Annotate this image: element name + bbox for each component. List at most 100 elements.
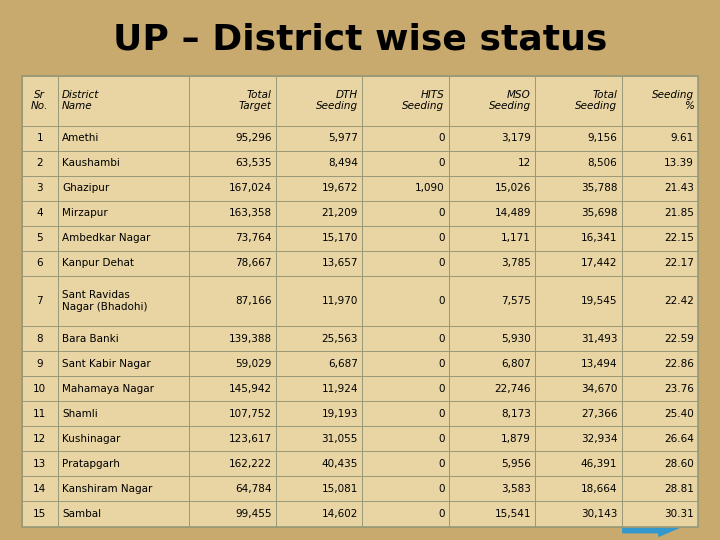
Text: Bara Banki: Bara Banki: [62, 334, 119, 343]
Text: 13,657: 13,657: [321, 259, 358, 268]
Text: 28.81: 28.81: [665, 484, 694, 494]
Text: 5,977: 5,977: [328, 133, 358, 143]
Text: 8: 8: [36, 334, 43, 343]
Text: 11,970: 11,970: [322, 296, 358, 306]
Text: 123,617: 123,617: [228, 434, 271, 444]
Text: 40,435: 40,435: [322, 459, 358, 469]
Text: Sambal: Sambal: [62, 509, 101, 519]
Text: 1: 1: [36, 133, 43, 143]
Text: 6,807: 6,807: [501, 359, 531, 369]
Text: 0: 0: [438, 509, 444, 519]
Text: 15,081: 15,081: [322, 484, 358, 494]
Text: 87,166: 87,166: [235, 296, 271, 306]
Text: Pratapgarh: Pratapgarh: [62, 459, 120, 469]
Text: 162,222: 162,222: [228, 459, 271, 469]
Text: 35,698: 35,698: [581, 208, 617, 218]
Text: 15,170: 15,170: [322, 233, 358, 244]
Text: 22.59: 22.59: [665, 334, 694, 343]
Text: 78,667: 78,667: [235, 259, 271, 268]
Text: 0: 0: [438, 384, 444, 394]
Text: 19,193: 19,193: [321, 409, 358, 419]
Text: 12: 12: [518, 158, 531, 168]
Text: Ghazipur: Ghazipur: [62, 183, 109, 193]
Text: 73,764: 73,764: [235, 233, 271, 244]
Text: 21,209: 21,209: [322, 208, 358, 218]
Text: 27,366: 27,366: [581, 409, 617, 419]
Text: 0: 0: [438, 459, 444, 469]
Text: 0: 0: [438, 359, 444, 369]
FancyArrow shape: [623, 518, 680, 536]
Text: 0: 0: [438, 133, 444, 143]
Text: Ambedkar Nagar: Ambedkar Nagar: [62, 233, 150, 244]
Text: 99,455: 99,455: [235, 509, 271, 519]
Text: 19,672: 19,672: [321, 183, 358, 193]
Text: Total
Target: Total Target: [238, 90, 271, 111]
Text: 26.64: 26.64: [665, 434, 694, 444]
Text: 95,296: 95,296: [235, 133, 271, 143]
Text: 163,358: 163,358: [228, 208, 271, 218]
Text: 7,575: 7,575: [501, 296, 531, 306]
Text: 8,506: 8,506: [588, 158, 617, 168]
Text: 6: 6: [36, 259, 43, 268]
Text: 1,171: 1,171: [501, 233, 531, 244]
Text: 8,494: 8,494: [328, 158, 358, 168]
Text: 167,024: 167,024: [228, 183, 271, 193]
Text: 3: 3: [36, 183, 43, 193]
Text: 46,391: 46,391: [581, 459, 617, 469]
Text: 3,785: 3,785: [501, 259, 531, 268]
Text: 25,563: 25,563: [321, 334, 358, 343]
Text: 0: 0: [438, 259, 444, 268]
Text: 15,026: 15,026: [495, 183, 531, 193]
Text: 3,583: 3,583: [501, 484, 531, 494]
Text: 9: 9: [36, 359, 43, 369]
Text: 21.85: 21.85: [665, 208, 694, 218]
Text: MSO
Seeding: MSO Seeding: [489, 90, 531, 111]
Text: 34,670: 34,670: [581, 384, 617, 394]
Text: HITS
Seeding: HITS Seeding: [402, 90, 444, 111]
Text: 59,029: 59,029: [235, 359, 271, 369]
Text: 22.15: 22.15: [665, 233, 694, 244]
Text: Shamli: Shamli: [62, 409, 98, 419]
Text: DTH
Seeding: DTH Seeding: [316, 90, 358, 111]
Text: 31,493: 31,493: [581, 334, 617, 343]
Text: Kanpur Dehat: Kanpur Dehat: [62, 259, 134, 268]
Text: 12: 12: [33, 434, 46, 444]
Text: 14: 14: [33, 484, 46, 494]
Text: Sr
No.: Sr No.: [31, 90, 48, 111]
Text: 22.42: 22.42: [665, 296, 694, 306]
Text: 0: 0: [438, 233, 444, 244]
Text: 15: 15: [33, 509, 46, 519]
Text: 7: 7: [36, 296, 43, 306]
Text: Sant Kabir Nagar: Sant Kabir Nagar: [62, 359, 150, 369]
Text: 13.39: 13.39: [665, 158, 694, 168]
Text: 1,090: 1,090: [415, 183, 444, 193]
Text: 11: 11: [33, 409, 46, 419]
Text: 17,442: 17,442: [581, 259, 617, 268]
Text: 13: 13: [33, 459, 46, 469]
Text: 3,179: 3,179: [501, 133, 531, 143]
Text: 30.31: 30.31: [665, 509, 694, 519]
Text: 9.61: 9.61: [671, 133, 694, 143]
Text: Kanshiram Nagar: Kanshiram Nagar: [62, 484, 153, 494]
Text: Amethi: Amethi: [62, 133, 99, 143]
Text: 5,930: 5,930: [501, 334, 531, 343]
Text: Mirzapur: Mirzapur: [62, 208, 108, 218]
Text: 0: 0: [438, 434, 444, 444]
Text: 19,545: 19,545: [581, 296, 617, 306]
Text: 63,535: 63,535: [235, 158, 271, 168]
Text: 0: 0: [438, 296, 444, 306]
Text: 0: 0: [438, 409, 444, 419]
Text: 25.40: 25.40: [665, 409, 694, 419]
Text: UP – District wise status: UP – District wise status: [113, 22, 607, 56]
Text: 30,143: 30,143: [581, 509, 617, 519]
Text: 64,784: 64,784: [235, 484, 271, 494]
Text: 0: 0: [438, 484, 444, 494]
Text: 28.60: 28.60: [665, 459, 694, 469]
Text: 2: 2: [36, 158, 43, 168]
Text: Sant Ravidas
Nagar (Bhadohi): Sant Ravidas Nagar (Bhadohi): [62, 291, 148, 312]
Text: 0: 0: [438, 158, 444, 168]
Text: 0: 0: [438, 208, 444, 218]
Text: 0: 0: [438, 334, 444, 343]
Text: 23.76: 23.76: [665, 384, 694, 394]
Text: 32,934: 32,934: [581, 434, 617, 444]
